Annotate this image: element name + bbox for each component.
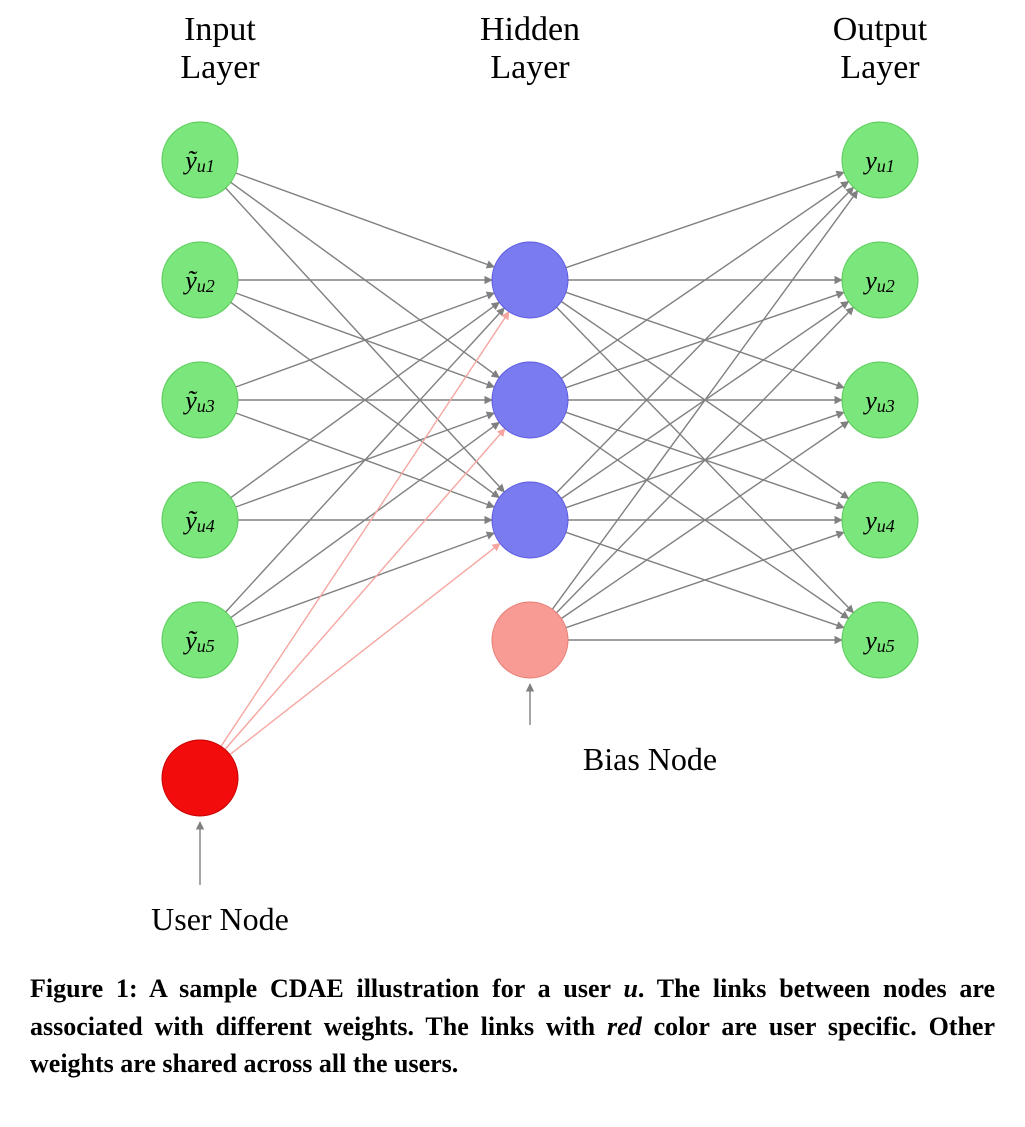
user-node	[162, 740, 238, 816]
hidden-layer-label: Layer	[490, 49, 570, 86]
hidden-node	[492, 482, 568, 558]
user-node-label: User Node	[151, 901, 289, 937]
input-layer-label: Input	[184, 11, 256, 48]
figure-container: { "type": "network", "viewport": { "widt…	[0, 0, 1025, 1127]
output-layer-label: Output	[833, 11, 928, 48]
cdae-diagram: ỹu1ỹu2ỹu3ỹu4ỹu5yu1yu2yu3yu4yu5InputLayer…	[0, 0, 1025, 960]
edge-input-hidden	[236, 533, 495, 627]
bias-node-label: Bias Node	[583, 741, 717, 777]
caption-u: u	[623, 974, 637, 1003]
edge-input-hidden	[226, 308, 505, 612]
hidden-node	[492, 362, 568, 438]
input-layer-label: Layer	[180, 49, 260, 86]
edge-input-hidden	[236, 173, 495, 267]
caption-prefix: Figure 1: A sample CDAE illustration for…	[30, 974, 623, 1003]
edge-hidden-output	[556, 187, 853, 493]
figure-caption: Figure 1: A sample CDAE illustration for…	[30, 970, 995, 1083]
edge-hidden-output	[566, 172, 844, 267]
edge-user-hidden	[230, 543, 500, 754]
edge-user-hidden	[225, 429, 505, 750]
hidden-node	[492, 242, 568, 318]
bias-node	[492, 602, 568, 678]
caption-red: red	[607, 1012, 642, 1041]
hidden-layer-label: Hidden	[480, 11, 580, 48]
output-layer-label: Layer	[840, 49, 920, 86]
